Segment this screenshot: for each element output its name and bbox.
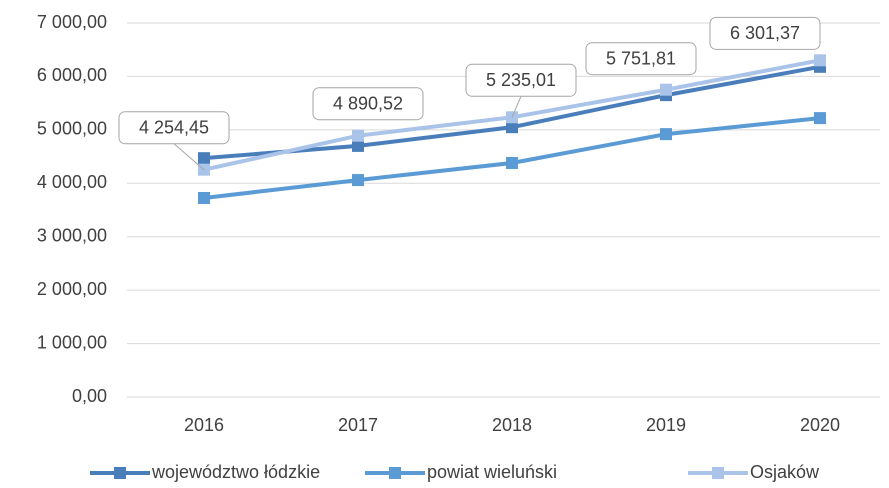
marker [352,174,364,187]
y-tick-label: 5 000,00 [37,119,107,139]
label-box [312,87,424,121]
data-label: 5 235,01 [486,70,556,90]
data-label: 4 890,52 [333,93,403,113]
legend-label: województwo łódzkie [151,462,320,482]
y-tick-label: 4 000,00 [37,172,107,192]
x-tick-label: 2020 [800,415,840,435]
marker [198,152,210,165]
marker [506,156,518,169]
y-tick-label: 0,00 [72,386,107,406]
label-box [465,63,577,97]
legend-label: Osjaków [750,462,820,482]
y-tick-label: 3 000,00 [37,225,107,245]
legend-label: powiat wieluński [427,462,557,482]
callout-line [173,143,205,171]
label-box [709,16,821,50]
marker [660,128,672,141]
marker [352,129,364,142]
x-tick-label: 2017 [338,415,378,435]
y-tick-label: 6 000,00 [37,65,107,85]
y-tick-label: 7 000,00 [37,12,107,32]
marker [352,139,364,152]
data-label: 5 751,81 [606,48,676,68]
legend-marker [712,467,724,479]
callout-line [511,96,522,118]
label-box [585,42,697,76]
x-tick-label: 2019 [646,415,686,435]
legend-marker [389,467,401,479]
y-tick-label: 2 000,00 [37,279,107,299]
y-tick-label: 1 000,00 [37,332,107,352]
data-label: 6 301,37 [730,23,800,43]
marker [814,54,826,67]
label-box [118,111,230,145]
x-tick-label: 2016 [184,415,224,435]
marker [198,191,210,204]
marker [814,112,826,125]
marker [506,121,518,134]
x-tick-label: 2018 [492,415,532,435]
data-label: 4 254,45 [139,117,209,137]
legend-marker [114,467,126,479]
marker [506,111,518,124]
marker [660,83,672,96]
